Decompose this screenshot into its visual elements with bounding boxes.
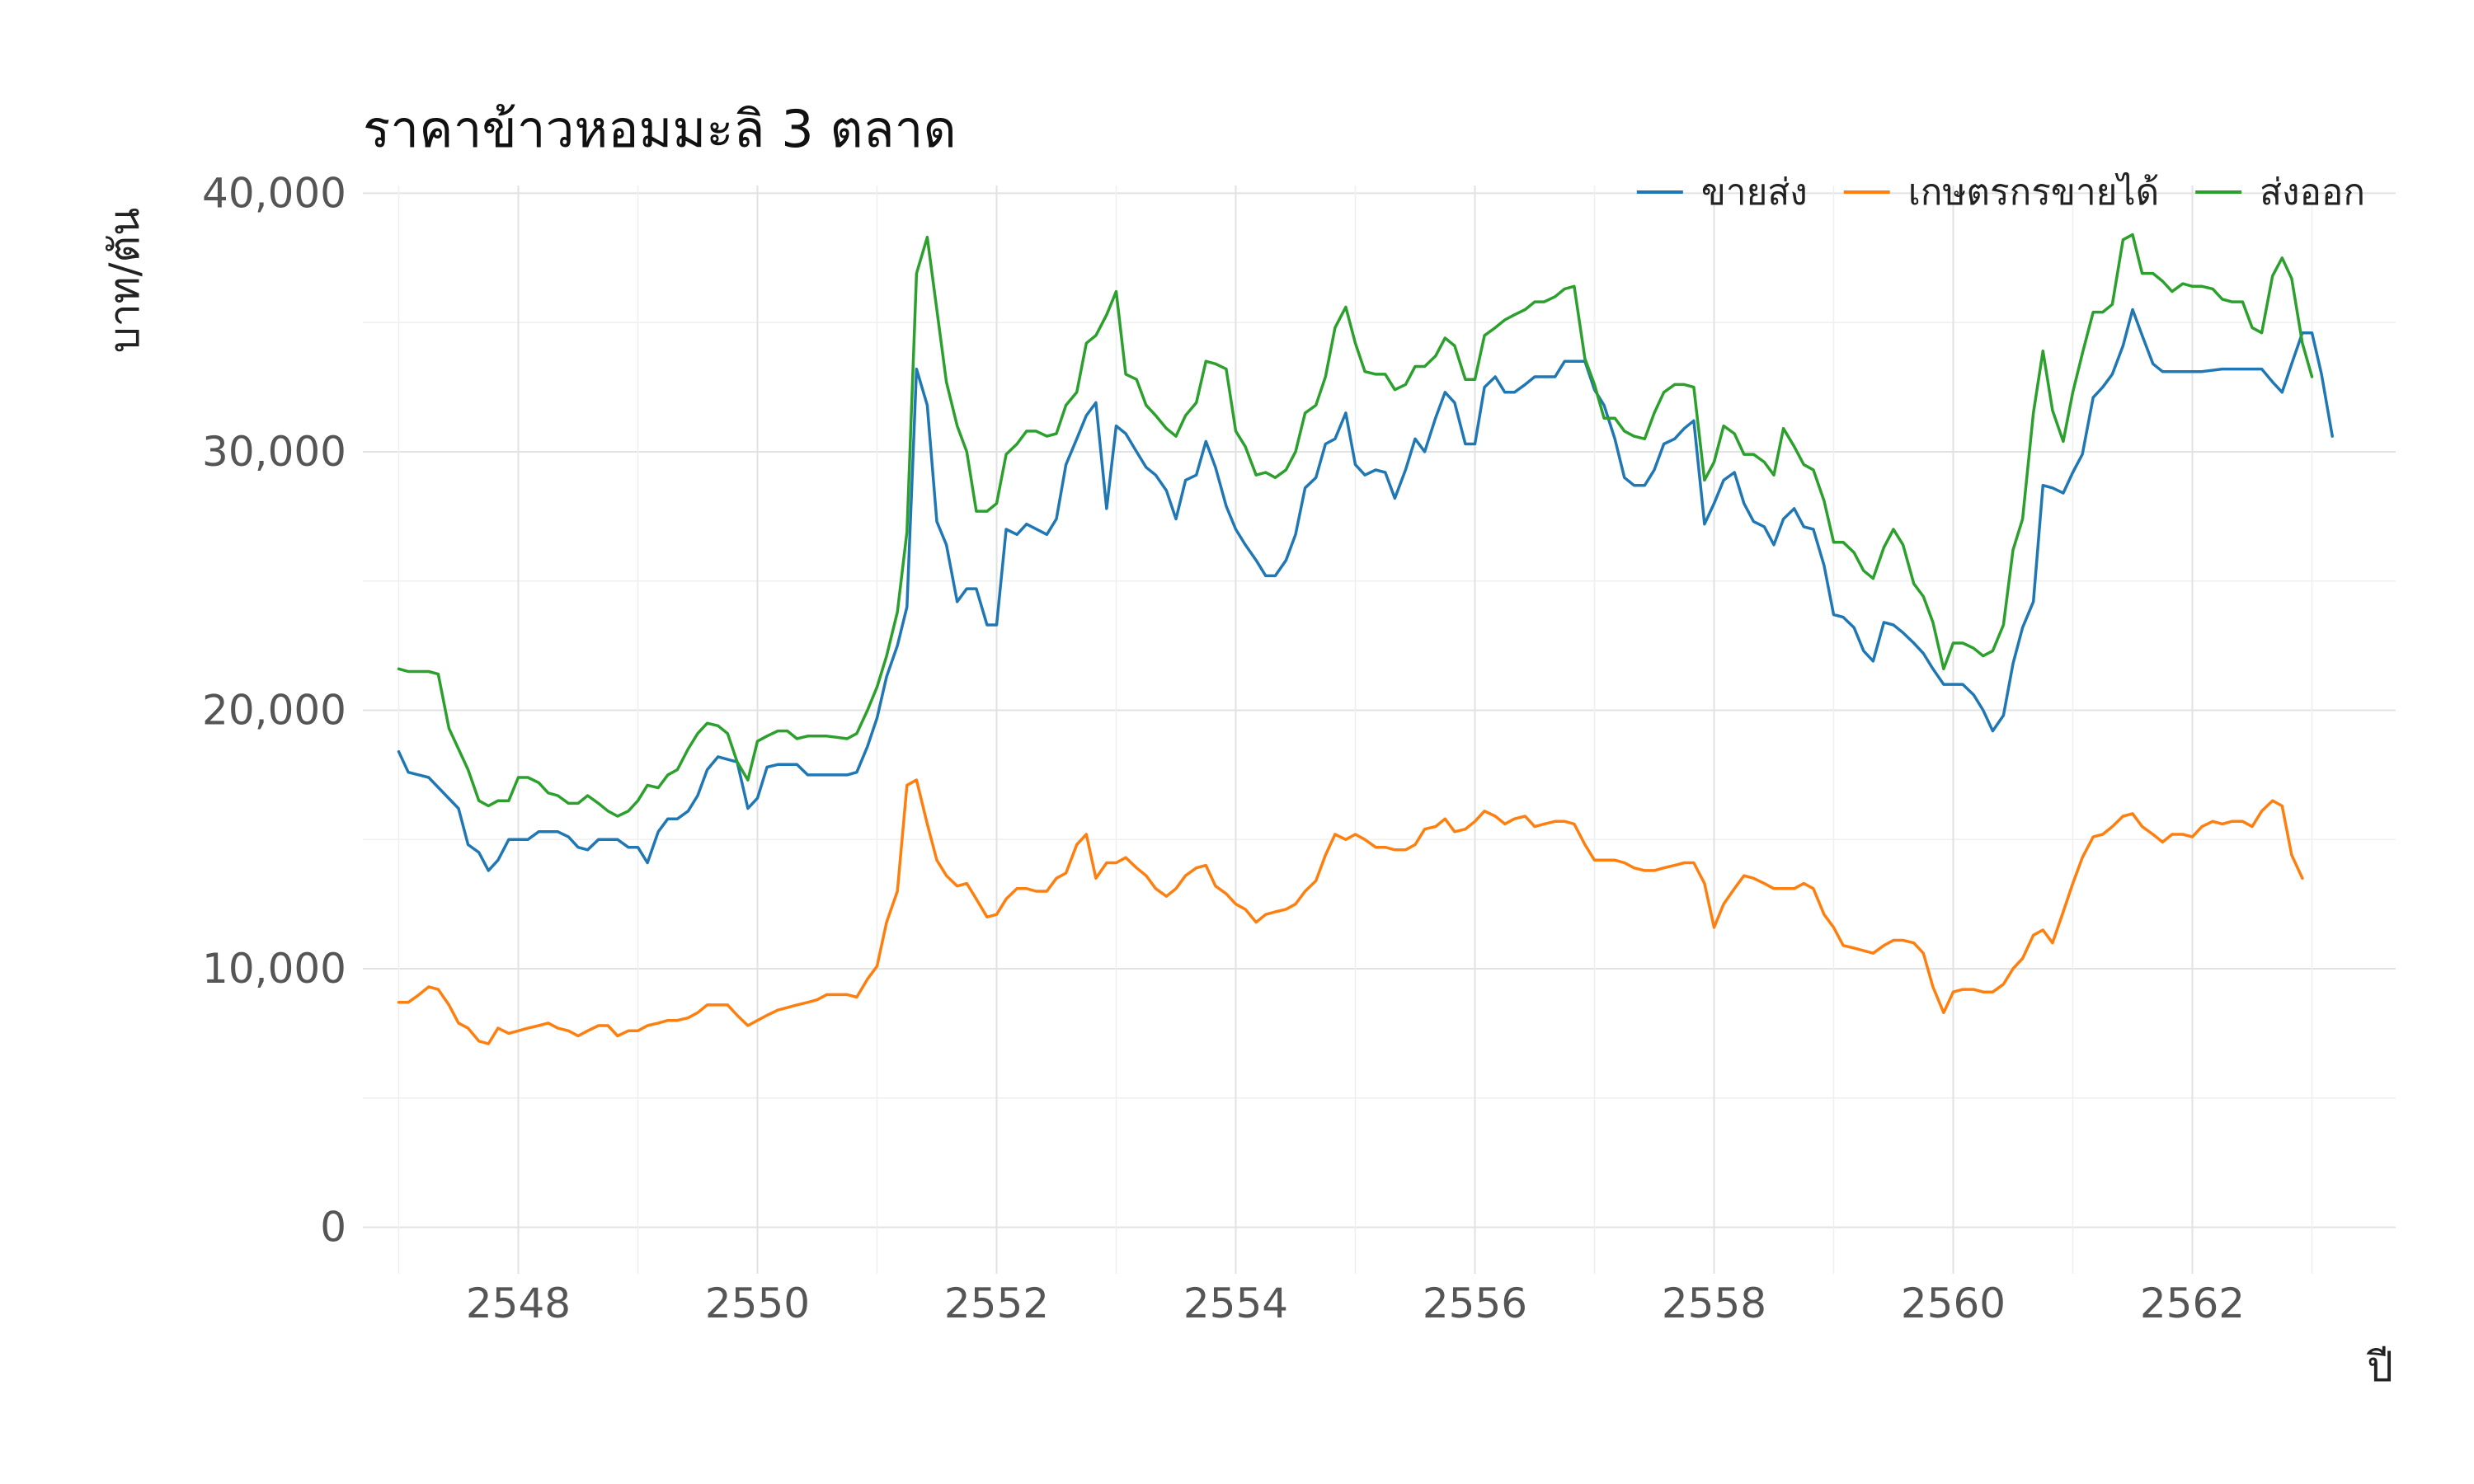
legend-label-2: เกษตรกรขายได้ <box>1908 171 2159 214</box>
y-tick-label: 10,000 <box>202 945 346 993</box>
y-axis-label: บาท/ตัน <box>101 208 148 353</box>
x-tick-label: 2556 <box>1423 1280 1527 1327</box>
x-tick-label: 2562 <box>2140 1280 2245 1327</box>
x-tick-label: 2554 <box>1183 1280 1288 1327</box>
series-line-2 <box>397 778 2304 1045</box>
x-axis-label: ปี <box>2366 1343 2393 1391</box>
y-tick-label: 30,000 <box>202 428 346 476</box>
legend: ส่งออก เกษตรกรขายได้ ขายส่ง <box>1636 171 2365 214</box>
y-axis-ticks: 0 10,000 20,000 30,000 40,000 <box>202 169 346 1251</box>
chart-title: ราคาข้าวหอมมะลิ 3 ตลาด <box>363 99 957 159</box>
x-axis-ticks: 2548 2550 2552 2554 2556 2558 2560 2562 <box>466 1280 2245 1327</box>
x-tick-label: 2552 <box>944 1280 1049 1327</box>
legend-label-1: ขายส่ง <box>1701 171 1808 214</box>
x-tick-label: 2548 <box>466 1280 571 1327</box>
x-tick-label: 2550 <box>705 1280 810 1327</box>
y-tick-label: 40,000 <box>202 169 346 217</box>
legend-label-3: ส่งออก <box>2260 171 2365 214</box>
x-tick-label: 2558 <box>1662 1280 1766 1327</box>
y-tick-label: 0 <box>320 1204 346 1252</box>
series-line-1 <box>397 308 2334 872</box>
series-lines <box>397 232 2334 1045</box>
y-tick-label: 20,000 <box>202 686 346 734</box>
series-line-3 <box>397 232 2314 818</box>
grid-lines <box>363 186 2396 1274</box>
x-tick-label: 2560 <box>1901 1280 2006 1327</box>
